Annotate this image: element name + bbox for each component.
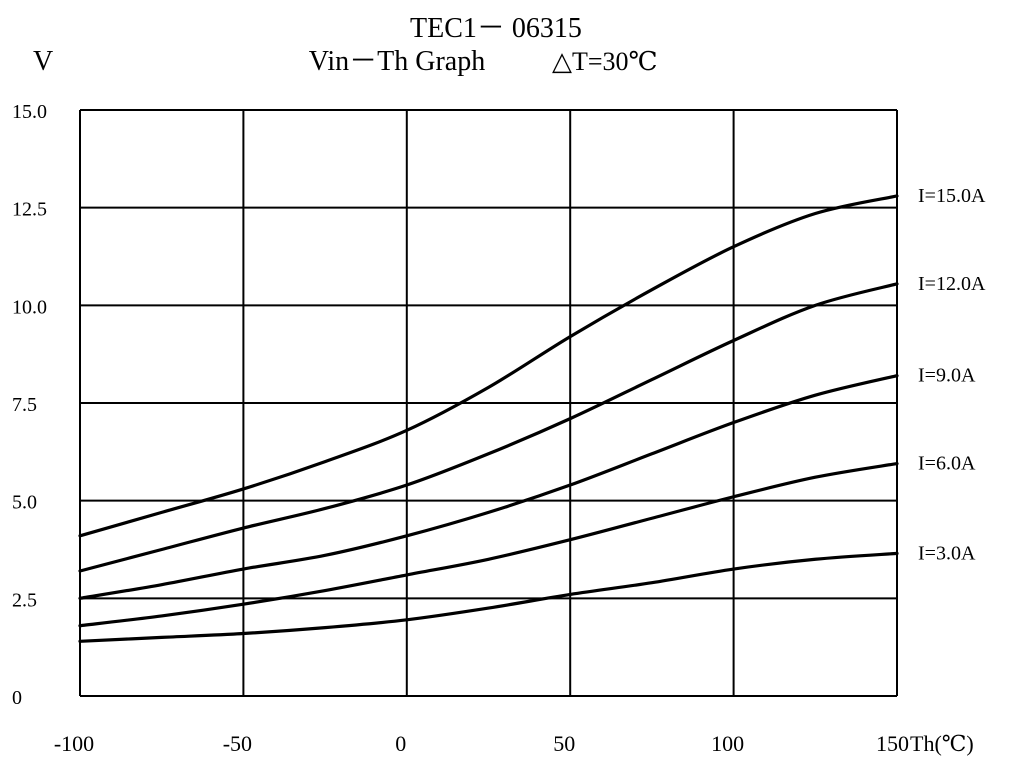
x-tick-label: 50 [553, 731, 575, 756]
x-tick-label: -100 [54, 731, 94, 756]
series-label-1: I=12.0A [918, 273, 986, 295]
chart-subtitle: Vin－Th Graph [309, 46, 485, 77]
series-lines [78, 194, 899, 643]
grid [79, 109, 898, 697]
y-tick-label: 15.0 [12, 101, 47, 123]
chart-title: TEC1－ 06315 [410, 13, 582, 44]
x-tick-label: -50 [223, 731, 252, 756]
y-tick-labels: 0 2.5 5.0 7.5 10.0 12.5 15.0 [12, 101, 47, 709]
y-tick-label: 2.5 [12, 589, 37, 611]
series-line-0 [78, 194, 899, 538]
y-tick-label: 0 [12, 687, 22, 709]
y-axis-label: V [33, 46, 53, 77]
x-tick-labels: -100 -50 0 50 100 150 [54, 731, 909, 756]
y-tick-label: 5.0 [12, 492, 37, 514]
series-line-1 [78, 282, 899, 573]
y-tick-label: 10.0 [12, 296, 47, 318]
series-label-2: I=9.0A [918, 365, 976, 387]
x-tick-label: 150 [876, 731, 909, 756]
x-tick-label: 100 [711, 731, 744, 756]
series-label-0: I=15.0A [918, 185, 986, 207]
x-axis-label: Th(℃) [910, 731, 974, 756]
series-line-2 [78, 374, 899, 600]
series-label-3: I=6.0A [918, 453, 976, 475]
y-tick-label: 7.5 [12, 394, 37, 416]
chart-subtitle-delta-t: △T=30℃ [552, 47, 658, 76]
series-labels: I=15.0A I=12.0A I=9.0A I=6.0A I=3.0A [918, 185, 986, 564]
series-line-4 [78, 551, 899, 643]
series-label-4: I=3.0A [918, 542, 976, 564]
x-tick-label: 0 [395, 731, 406, 756]
series-line-3 [78, 461, 899, 628]
y-tick-label: 12.5 [12, 199, 47, 221]
